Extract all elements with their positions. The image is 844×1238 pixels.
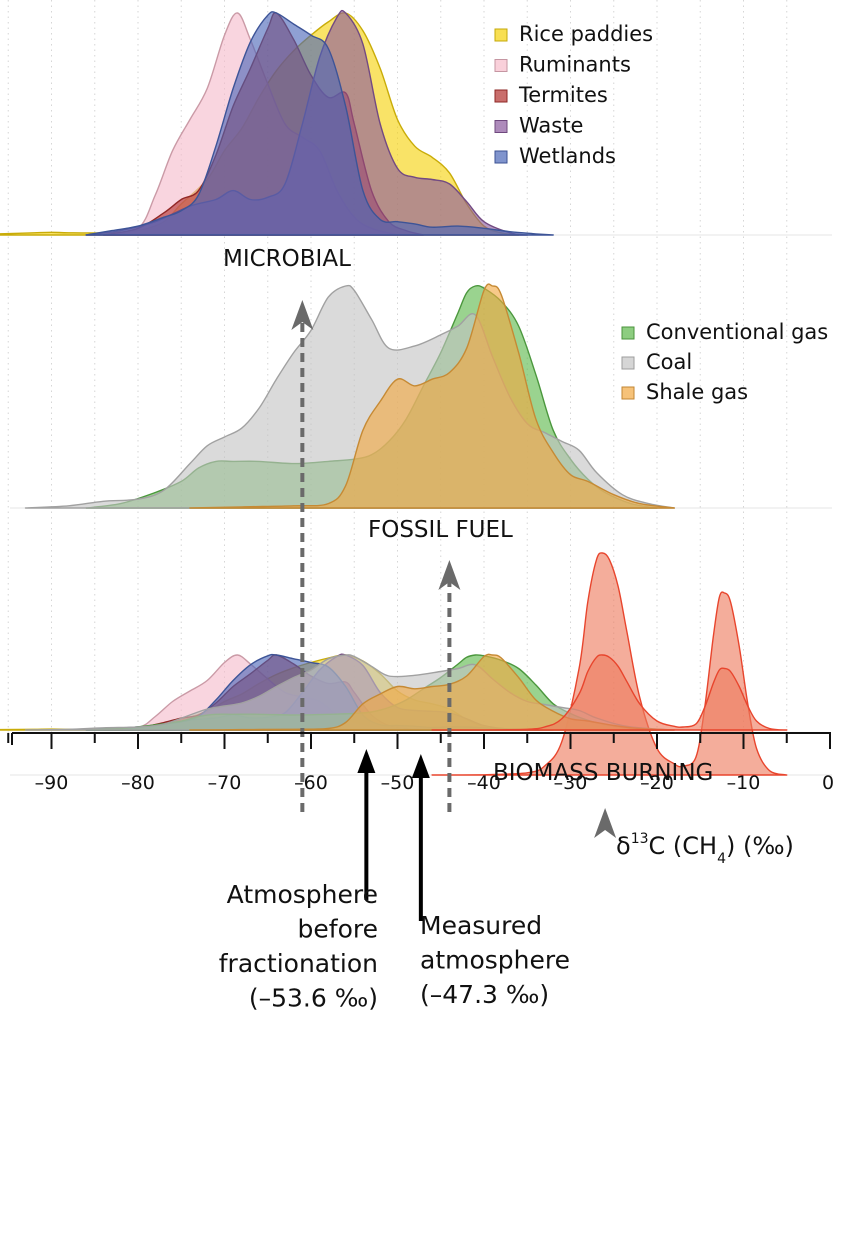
x-tick-label: –20: [640, 772, 674, 794]
legend-swatch: [621, 386, 635, 400]
legend-swatch: [494, 59, 508, 72]
arrow-to-microbial: [291, 300, 314, 812]
legend-item-waste: Waste: [494, 114, 583, 138]
annotations: Atmosphere before fractionation (–53.6 ‰) Me…: [219, 749, 570, 1013]
legend-label: Coal: [646, 350, 692, 374]
x-tick-label: –80: [121, 772, 155, 794]
x-axis-label: δ13C (CH4) (‰): [616, 831, 794, 867]
arrow-head: [594, 808, 617, 838]
x-tick-label: –90: [35, 772, 69, 794]
fossil-fuel-panel: [24, 283, 675, 509]
annotation-arrow-head: [357, 749, 376, 773]
legend-swatch: [494, 28, 508, 42]
x-tick-label: –30: [554, 772, 588, 794]
annotation-arrow-head: [411, 754, 430, 778]
annotation-text-line: before: [298, 915, 378, 944]
x-tick-label: –70: [208, 772, 242, 794]
legend-swatch: [494, 89, 508, 103]
legend-swatch: [494, 120, 508, 133]
fossil-fuel-title: FOSSIL FUEL: [368, 517, 513, 543]
fossil-fuel-density-shale-gas: [189, 283, 675, 509]
annotation-atmosphere-before-fractionation: Atmosphere before fractionation (–53.6 ‰): [219, 749, 378, 1013]
x-tick-label: –40: [467, 772, 501, 794]
fossil-fuel-legend: Conventional gas Coal Shale gas: [621, 320, 828, 404]
biomass-burning-title: BIOMASS BURNING: [493, 760, 713, 786]
annotation-text-line: Atmosphere: [227, 880, 378, 909]
x-tick-label: –60: [294, 772, 328, 794]
x-tick-label: –10: [727, 772, 761, 794]
microbial-title: MICROBIAL: [223, 246, 351, 272]
legend-label: Ruminants: [519, 53, 631, 77]
legend-item-shale-gas: Shale gas: [621, 380, 748, 404]
legend-item-ruminants: Ruminants: [494, 53, 631, 77]
x-tick-label: –50: [381, 772, 415, 794]
legend-label: Shale gas: [646, 380, 748, 404]
legend-swatch: [621, 326, 635, 340]
density-panels: [0, 9, 832, 776]
legend-item-conventional-gas: Conventional gas: [621, 320, 828, 344]
legend-label: Wetlands: [519, 144, 616, 168]
microbial-legend: Rice paddies Ruminants Termites Waste Wetlan…: [494, 22, 653, 168]
arrow-head: [291, 300, 314, 330]
legend-item-termites: Termites: [494, 83, 608, 107]
x-axis: –90 –80 –70 –60 –50 –40 –30 –20 –10 0 δ13C (CH4) (…: [7, 732, 834, 867]
annotation-text-line: atmosphere: [420, 946, 570, 975]
microbial-panel: [0, 9, 554, 236]
panel-titles: MICROBIAL FOSSIL FUEL BIOMASS BURNING: [223, 246, 713, 786]
annotation-text-line: fractionation: [219, 949, 378, 978]
legend-swatch: [621, 356, 635, 370]
legend-item-coal: Coal: [621, 350, 692, 374]
arrow-to-biomass-burning: [594, 808, 617, 838]
legend-item-wetlands: Wetlands: [494, 144, 616, 168]
annotation-text-line: (–53.6 ‰): [249, 984, 378, 1013]
legend-label: Waste: [519, 114, 583, 138]
arrow-to-fossil-fuel: [438, 560, 461, 812]
combined-panel: [0, 653, 788, 731]
x-tick-label: 0: [822, 772, 834, 794]
legend-label: Conventional gas: [646, 320, 828, 344]
combined-density-biomass-burning: [431, 654, 788, 731]
legends: Rice paddies Ruminants Termites Waste Wetlan…: [494, 22, 828, 404]
legend-swatch: [494, 150, 508, 164]
annotation-text-line: Measured: [420, 911, 542, 940]
source-arrows: [291, 300, 617, 838]
annotation-text-line: (–47.3 ‰): [420, 980, 549, 1009]
microbial-density-wetlands: [85, 11, 554, 236]
legend-label: Rice paddies: [519, 22, 653, 46]
legend-item-rice-paddies: Rice paddies: [494, 22, 653, 46]
arrow-head: [438, 560, 461, 590]
annotation-measured-atmosphere: Measured atmosphere (–47.3 ‰): [411, 754, 570, 1009]
legend-label: Termites: [518, 83, 608, 107]
